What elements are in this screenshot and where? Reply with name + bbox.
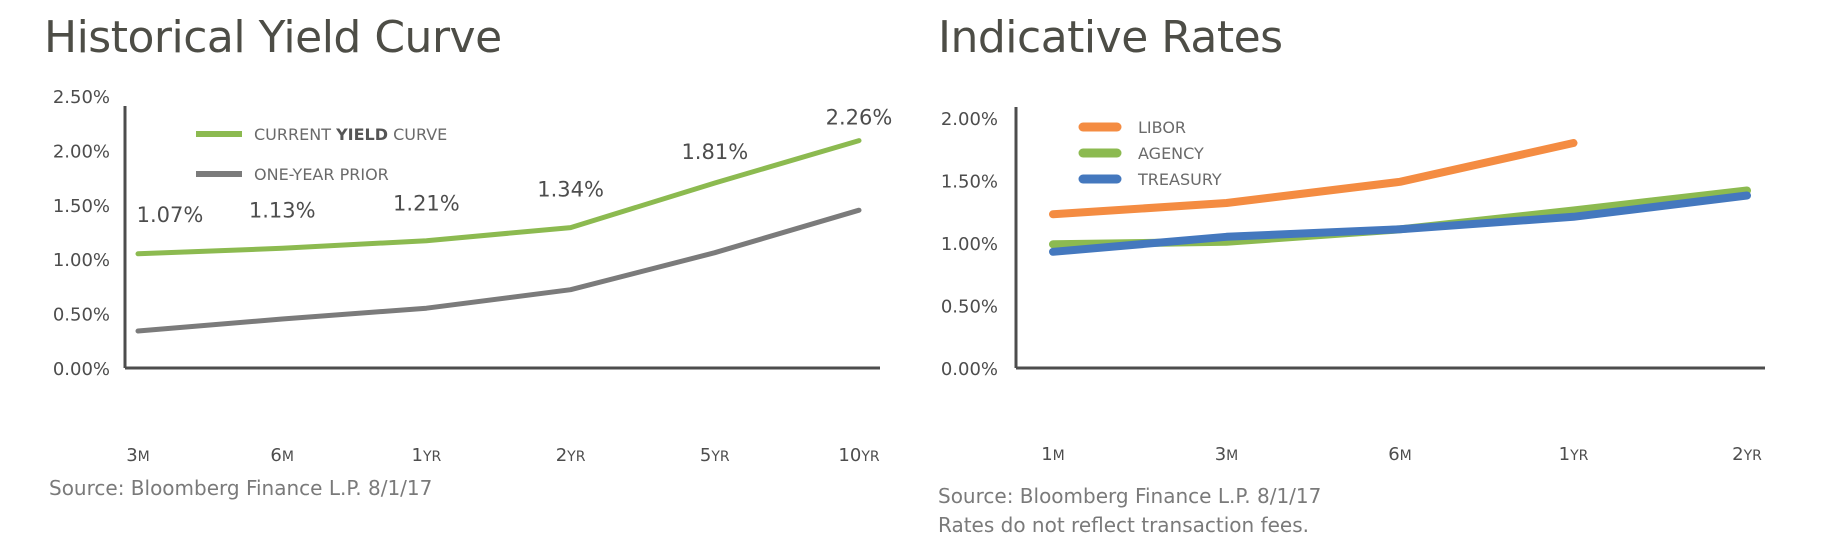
- x-tick-unit: M: [1053, 448, 1065, 464]
- legend-label-part: CURRENT: [254, 125, 336, 144]
- data-label: 1.81%: [681, 140, 748, 164]
- x-tick-number: 5: [700, 445, 711, 466]
- legend-label-part: CURVE: [388, 125, 447, 144]
- x-tick-label: 3M: [126, 445, 150, 466]
- y-tick-label: 0.50%: [53, 305, 110, 326]
- indicative-rates-panel: Indicative Rates 0.00% 0.50% 1.00% 1.50% 2.0…: [900, 0, 1821, 548]
- series-line-one-year-prior: [135, 207, 862, 334]
- x-tick-unit: YR: [422, 449, 442, 465]
- data-label: 1.34%: [537, 178, 604, 202]
- y-tick-label: 0.00%: [941, 359, 998, 380]
- x-tick-label: 1M: [1041, 444, 1065, 465]
- source-note: Source: Bloomberg Finance L.P. 8/1/17: [49, 476, 433, 500]
- x-tick-label: 2YR: [1732, 444, 1762, 465]
- x-tick-number: 6: [270, 445, 281, 466]
- y-tick-label: 0.00%: [53, 359, 110, 380]
- x-tick-number: 1: [412, 445, 423, 466]
- x-tick-number: 1: [1559, 444, 1570, 465]
- legend-label: AGENCY: [1138, 144, 1204, 163]
- historical-yield-curve-chart: 0.00%0.50%1.00%1.50%2.00%2.50%3M 6M 1YR 2YR…: [53, 87, 893, 466]
- legend-label: ONE-YEAR PRIOR: [254, 165, 389, 184]
- y-tick-label: 1.00%: [53, 250, 110, 271]
- series-line-current-yield-curve: [135, 138, 862, 257]
- chart-title: Historical Yield Curve: [44, 12, 502, 63]
- x-tick-unit: YR: [1743, 448, 1763, 464]
- x-tick-unit: YR: [710, 449, 730, 465]
- y-tick-label: 2.00%: [941, 109, 998, 130]
- legend-label: LIBOR: [1138, 118, 1186, 137]
- x-tick-unit: M: [282, 449, 294, 465]
- x-tick-number: 2: [1732, 444, 1743, 465]
- chart-title: Indicative Rates: [938, 12, 1283, 63]
- fees-note: Rates do not reflect transaction fees.: [938, 513, 1309, 537]
- x-tick-unit: M: [138, 449, 150, 465]
- x-tick-number: 2: [556, 445, 567, 466]
- legend-label-part: YIELD: [335, 125, 388, 144]
- series-line-libor: [1049, 139, 1578, 219]
- data-label: 2.26%: [826, 106, 893, 130]
- x-tick-number: 10: [838, 445, 861, 466]
- y-tick-label: 2.50%: [53, 87, 110, 108]
- historical-yield-curve-panel: Historical Yield Curve 0.00% 0.50% 1.00% 1.…: [0, 0, 900, 548]
- x-tick-label: 3M: [1215, 444, 1239, 465]
- legend-label: CURRENT YIELD CURVE: [254, 125, 447, 144]
- x-tick-unit: YR: [1569, 448, 1589, 464]
- x-tick-number: 3: [126, 445, 137, 466]
- x-tick-label: 1YR: [412, 445, 442, 466]
- y-tick-label: 2.00%: [53, 141, 110, 162]
- x-tick-unit: YR: [566, 449, 586, 465]
- y-tick-label: 0.50%: [941, 297, 998, 318]
- x-tick-number: 1: [1041, 444, 1052, 465]
- x-tick-unit: YR: [860, 449, 880, 465]
- x-tick-unit: M: [1226, 448, 1238, 464]
- x-tick-label: 6M: [270, 445, 294, 466]
- series-line-agency: [1049, 186, 1751, 249]
- y-tick-label: 1.50%: [941, 172, 998, 193]
- x-tick-label: 1YR: [1559, 444, 1589, 465]
- data-label: 1.21%: [393, 192, 460, 216]
- x-tick-label: 6M: [1388, 444, 1412, 465]
- x-tick-label: 2YR: [556, 445, 586, 466]
- x-tick-number: 6: [1388, 444, 1399, 465]
- y-tick-label: 1.50%: [53, 196, 110, 217]
- y-tick-label: 1.00%: [941, 234, 998, 255]
- indicative-rates-chart: 0.00%0.50%1.00%1.50%2.00%1M 3M 6M 1YR 2YRLIB…: [941, 107, 1765, 465]
- x-tick-number: 3: [1215, 444, 1226, 465]
- series-line-treasury: [1049, 191, 1751, 256]
- source-note: Source: Bloomberg Finance L.P. 8/1/17: [938, 484, 1322, 508]
- x-tick-unit: M: [1400, 448, 1412, 464]
- legend-label: TREASURY: [1137, 170, 1222, 189]
- x-tick-label: 5YR: [700, 445, 730, 466]
- data-label: 1.13%: [249, 198, 316, 222]
- data-label: 1.07%: [137, 203, 204, 227]
- x-tick-label: 10YR: [838, 445, 879, 466]
